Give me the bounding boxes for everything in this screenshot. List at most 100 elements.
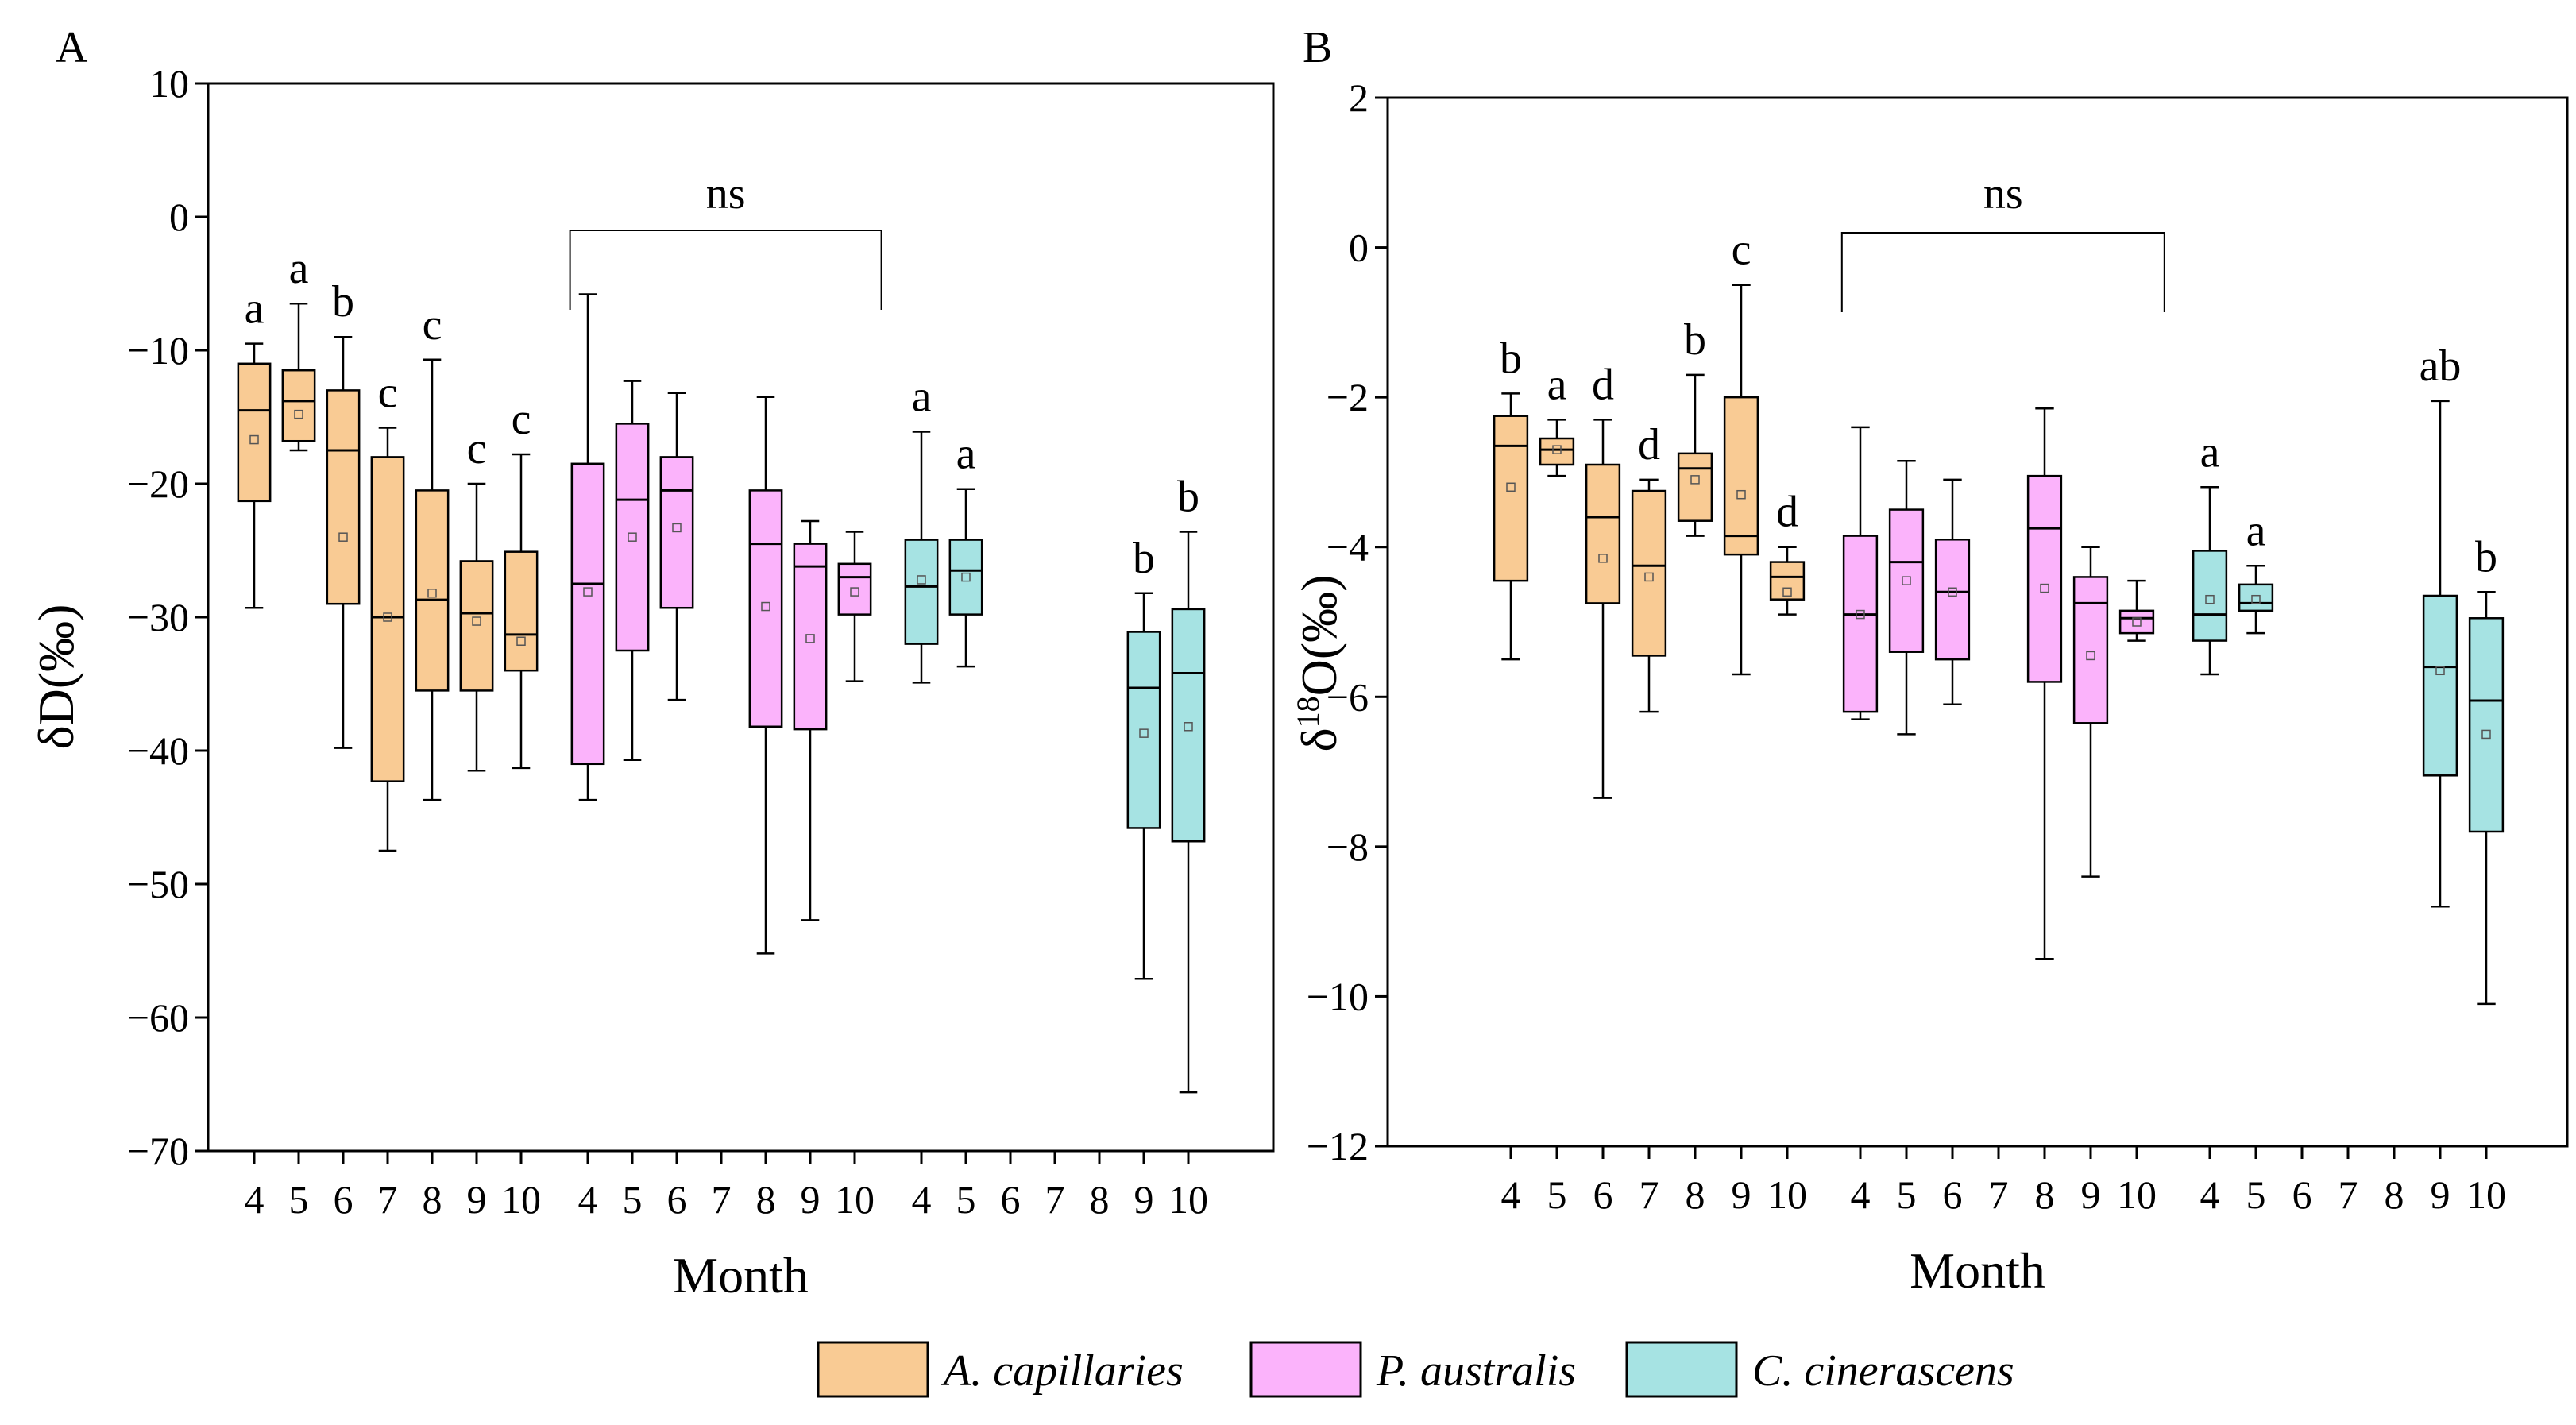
box-10: [1171, 608, 1206, 843]
mean-marker: [672, 523, 682, 533]
y-tick-label: −10: [127, 328, 189, 373]
box-5: [281, 369, 316, 442]
box-8: [748, 489, 783, 728]
box-4: [237, 362, 272, 503]
mean-marker: [850, 587, 859, 597]
mean-marker: [761, 601, 770, 612]
box-6: [659, 456, 694, 609]
legend-swatch: [817, 1341, 929, 1398]
mean-marker: [2132, 617, 2142, 627]
x-tick-label: 7: [1045, 1177, 1065, 1222]
mean-marker: [961, 572, 971, 582]
x-tick-label: 4: [578, 1177, 598, 1222]
significance-letter: d: [1776, 488, 1798, 537]
ns-label: ns: [706, 169, 746, 218]
box-4: [904, 539, 939, 645]
x-tick-label: 7: [1989, 1172, 2009, 1217]
mean-marker: [1506, 482, 1516, 492]
x-tick-label: 9: [2431, 1172, 2450, 1217]
significance-letter: b: [1684, 315, 1706, 365]
mean-marker: [249, 434, 259, 445]
box-10: [504, 550, 539, 672]
mean-marker: [805, 634, 815, 643]
box-10: [1769, 561, 1806, 601]
box-4: [1493, 415, 1529, 582]
box-10: [2118, 609, 2155, 635]
mean-marker: [1552, 445, 1562, 454]
mean-marker: [1139, 728, 1149, 738]
box-5: [1888, 508, 1925, 653]
x-tick-label: 9: [801, 1177, 821, 1222]
x-tick-label: 8: [2035, 1172, 2055, 1217]
x-tick-label: 5: [1547, 1172, 1567, 1217]
x-tick-label: 5: [956, 1177, 976, 1222]
x-tick-label: 10: [1767, 1172, 1807, 1217]
box-8: [415, 489, 450, 692]
x-tick-label: 6: [1593, 1172, 1613, 1217]
significance-letter: a: [289, 244, 309, 293]
x-axis-label: Month: [673, 1247, 809, 1303]
significance-letter: a: [245, 284, 265, 334]
y-tick-label: −6: [1327, 674, 1369, 719]
significance-letter: ab: [2420, 342, 2462, 391]
box-9: [1126, 631, 1161, 829]
legend-label: C. cinerascens: [1752, 1346, 2014, 1396]
significance-letter: b: [1133, 534, 1155, 583]
box-7: [370, 456, 405, 782]
box-9: [2422, 594, 2458, 777]
significance-letter: c: [378, 368, 398, 417]
y-tick-label: −2: [1327, 375, 1369, 419]
significance-letter: c: [467, 424, 487, 473]
panel-letter: A: [56, 23, 88, 72]
y-tick-label: 0: [1349, 226, 1369, 270]
mean-marker: [2435, 666, 2445, 676]
x-tick-label: 9: [467, 1177, 487, 1222]
x-tick-label: 9: [1134, 1177, 1154, 1222]
x-tick-label: 7: [2338, 1172, 2358, 1217]
y-tick-label: −40: [127, 728, 189, 773]
x-tick-label: 6: [1943, 1172, 1963, 1217]
box-4: [570, 462, 605, 766]
x-axis-label: Month: [1910, 1242, 2045, 1299]
x-tick-label: 8: [423, 1177, 442, 1222]
x-tick-label: 4: [2200, 1172, 2220, 1217]
x-tick-label: 8: [2385, 1172, 2404, 1217]
mean-marker: [628, 532, 637, 542]
mean-marker: [427, 589, 437, 598]
y-axis-label: δD(‰): [28, 604, 84, 750]
legend-label: P. australis: [1376, 1346, 1576, 1396]
mean-marker: [2040, 583, 2049, 593]
x-tick-label: 10: [2117, 1172, 2157, 1217]
x-tick-label: 6: [667, 1177, 687, 1222]
significance-letter: a: [912, 372, 932, 421]
significance-letter: b: [2475, 532, 2497, 581]
panel-letter: B: [1303, 23, 1332, 72]
x-tick-label: 4: [245, 1177, 265, 1222]
significance-letter: a: [2200, 427, 2220, 477]
mean-marker: [1598, 554, 1608, 563]
y-tick-label: −10: [1307, 974, 1369, 1018]
box-6: [326, 389, 361, 605]
x-tick-label: 5: [289, 1177, 309, 1222]
box-5: [1539, 437, 1575, 466]
y-axis-label: δ18O(‰): [1290, 575, 1348, 752]
y-tick-label: −8: [1327, 824, 1369, 869]
y-tick-label: −4: [1327, 525, 1369, 570]
x-tick-label: 5: [2246, 1172, 2266, 1217]
significance-letter: c: [512, 395, 531, 444]
mean-marker: [338, 532, 348, 542]
x-tick-label: 7: [378, 1177, 398, 1222]
significance-letter: d: [1592, 360, 1614, 409]
mean-marker: [1948, 587, 1957, 597]
significance-letter: b: [332, 277, 354, 326]
ns-label: ns: [1983, 169, 2023, 218]
box-9: [1723, 396, 1759, 556]
mean-marker: [1644, 572, 1654, 582]
y-tick-label: −12: [1307, 1124, 1369, 1168]
x-tick-label: 7: [712, 1177, 732, 1222]
mean-marker: [2251, 594, 2261, 604]
box-5: [615, 423, 650, 652]
